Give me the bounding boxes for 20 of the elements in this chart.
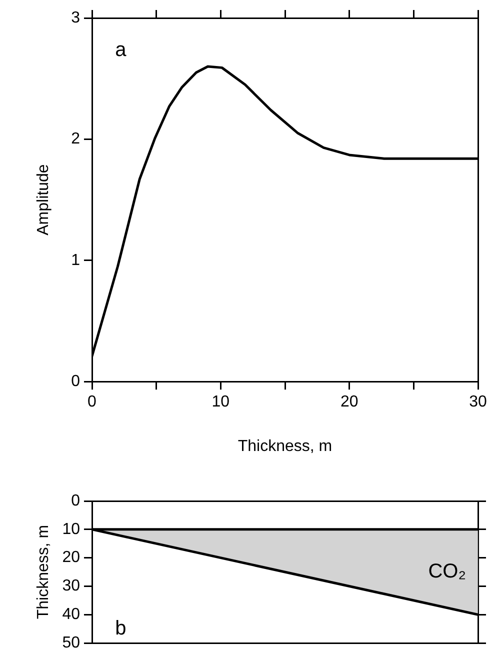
- y-tick-label: 20: [62, 549, 80, 566]
- y-tick-label: 2: [71, 130, 80, 148]
- y-axis-title: Thickness, m: [35, 524, 52, 620]
- annotation: CO₂: [428, 560, 466, 583]
- annotation: b: [115, 617, 126, 640]
- y-tick-label: 50: [62, 634, 80, 652]
- x-axis-title: Thickness, m: [238, 438, 332, 455]
- y-tick-label: 0: [71, 492, 80, 510]
- x-tick-label: 0: [88, 394, 97, 411]
- y-tick-label: 1: [71, 252, 80, 269]
- x-tick-label: 30: [469, 394, 487, 411]
- y-tick-label: 3: [71, 9, 80, 26]
- x-tick-label: 20: [340, 394, 358, 411]
- y-tick-label: 10: [62, 520, 80, 538]
- y-axis-title: Amplitude: [35, 164, 52, 236]
- x-tick-label: 10: [212, 394, 230, 411]
- y-tick-label: 30: [62, 578, 80, 595]
- y-tick-label: 40: [62, 606, 80, 624]
- annotation: a: [115, 39, 128, 62]
- y-tick-label: 0: [71, 373, 80, 390]
